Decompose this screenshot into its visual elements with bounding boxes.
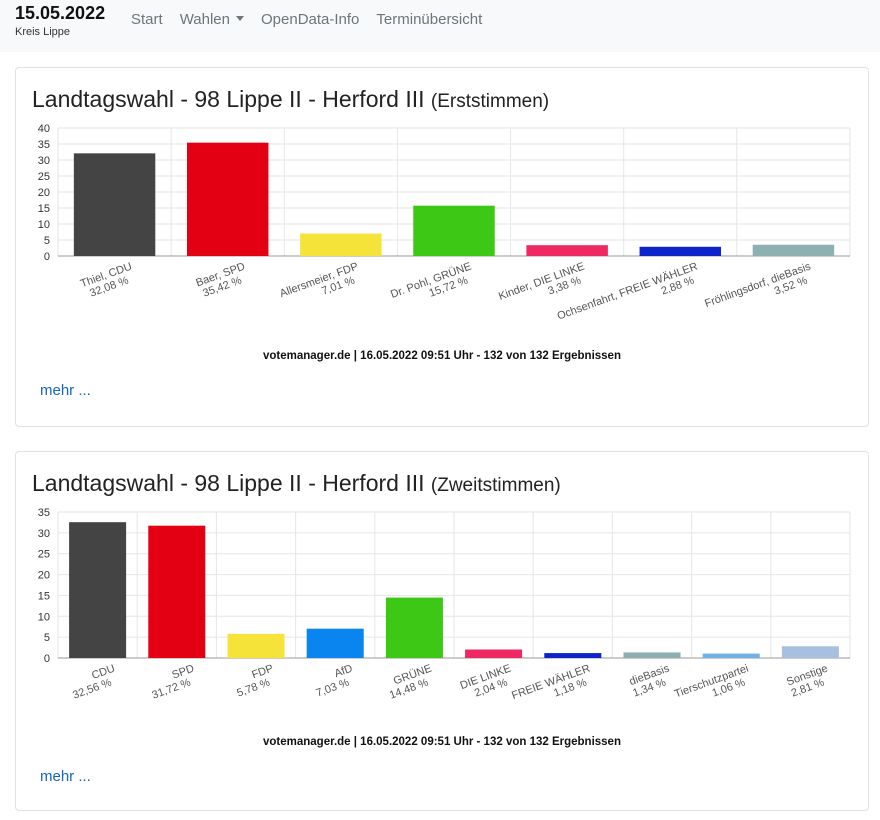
erststimmen-card: Landtagswahl - 98 Lippe II - Herford III… — [15, 67, 869, 427]
bar[interactable] — [639, 246, 722, 256]
y-tick-label: 35 — [38, 139, 50, 151]
y-tick-label: 25 — [38, 549, 50, 561]
bar[interactable] — [227, 633, 285, 658]
nav-start[interactable]: Start — [131, 11, 163, 28]
y-tick-label: 15 — [38, 203, 50, 215]
brand[interactable]: 15.05.2022 Kreis Lippe — [15, 2, 105, 39]
bar[interactable] — [69, 522, 127, 658]
card-title-type: (Zweitstimmen) — [430, 475, 561, 496]
y-tick-label: 5 — [44, 235, 50, 247]
bar[interactable] — [544, 653, 602, 658]
more-link[interactable]: mehr ... — [40, 382, 91, 399]
y-tick-label: 10 — [38, 611, 50, 623]
y-tick-label: 30 — [38, 155, 50, 167]
caret-down-icon — [236, 16, 244, 21]
chart-source: votemanager.de | 16.05.2022 09:51 Uhr - … — [263, 736, 621, 748]
y-tick-label: 30 — [38, 528, 50, 540]
district-name: Kreis Lippe — [15, 26, 71, 38]
bar[interactable] — [306, 628, 364, 658]
card-title-main: Landtagswahl - 98 Lippe II - Herford III — [32, 86, 425, 112]
card-title-type: (Erststimmen) — [430, 91, 550, 112]
y-tick-label: 25 — [38, 171, 50, 183]
y-tick-label: 20 — [38, 187, 50, 199]
bar[interactable] — [73, 153, 156, 256]
bar[interactable] — [465, 649, 523, 658]
y-tick-label: 0 — [44, 653, 50, 665]
card-title: Landtagswahl - 98 Lippe II - Herford III… — [32, 470, 561, 497]
nav-wahlen-dropdown[interactable]: Wahlen — [180, 10, 244, 30]
bar[interactable] — [752, 244, 835, 256]
election-date[interactable]: 15.05.2022 — [15, 3, 106, 23]
data-label: 7,03 % — [315, 676, 351, 699]
y-tick-label: 15 — [38, 590, 50, 602]
bar[interactable] — [385, 597, 443, 658]
nav-terminuebersicht[interactable]: Terminübersicht — [376, 11, 483, 28]
y-tick-label: 20 — [38, 570, 50, 582]
bar[interactable] — [148, 525, 206, 658]
bar[interactable] — [186, 142, 269, 256]
y-tick-label: 35 — [38, 507, 50, 519]
more-link[interactable]: mehr ... — [40, 768, 91, 785]
y-tick-label: 0 — [44, 251, 50, 263]
bar[interactable] — [300, 233, 382, 256]
data-label: 32,56 % — [71, 676, 113, 701]
card-title: Landtagswahl - 98 Lippe II - Herford III… — [32, 86, 549, 113]
bar[interactable] — [781, 646, 839, 658]
navbar: 15.05.2022 Kreis Lippe Start Wahlen Open… — [0, 0, 880, 52]
card-title-main: Landtagswahl - 98 Lippe II - Herford III — [32, 470, 425, 496]
data-label: 31,72 % — [150, 676, 192, 701]
bar[interactable] — [623, 652, 681, 658]
bar[interactable] — [413, 205, 495, 256]
zweitstimmen-card: Landtagswahl - 98 Lippe II - Herford III… — [15, 451, 869, 811]
bar[interactable] — [526, 245, 608, 256]
y-tick-label: 10 — [38, 219, 50, 231]
chart-source: votemanager.de | 16.05.2022 09:51 Uhr - … — [263, 350, 621, 362]
x-tick-label: AfD — [333, 663, 354, 681]
main-nav: Start Wahlen OpenData-Info Terminübersic… — [131, 10, 499, 30]
bar[interactable] — [702, 653, 760, 658]
y-tick-label: 5 — [44, 632, 50, 644]
nav-opendata-info[interactable]: OpenData-Info — [261, 11, 360, 28]
y-tick-label: 40 — [38, 123, 50, 135]
nav-wahlen-label: Wahlen — [179, 11, 230, 28]
